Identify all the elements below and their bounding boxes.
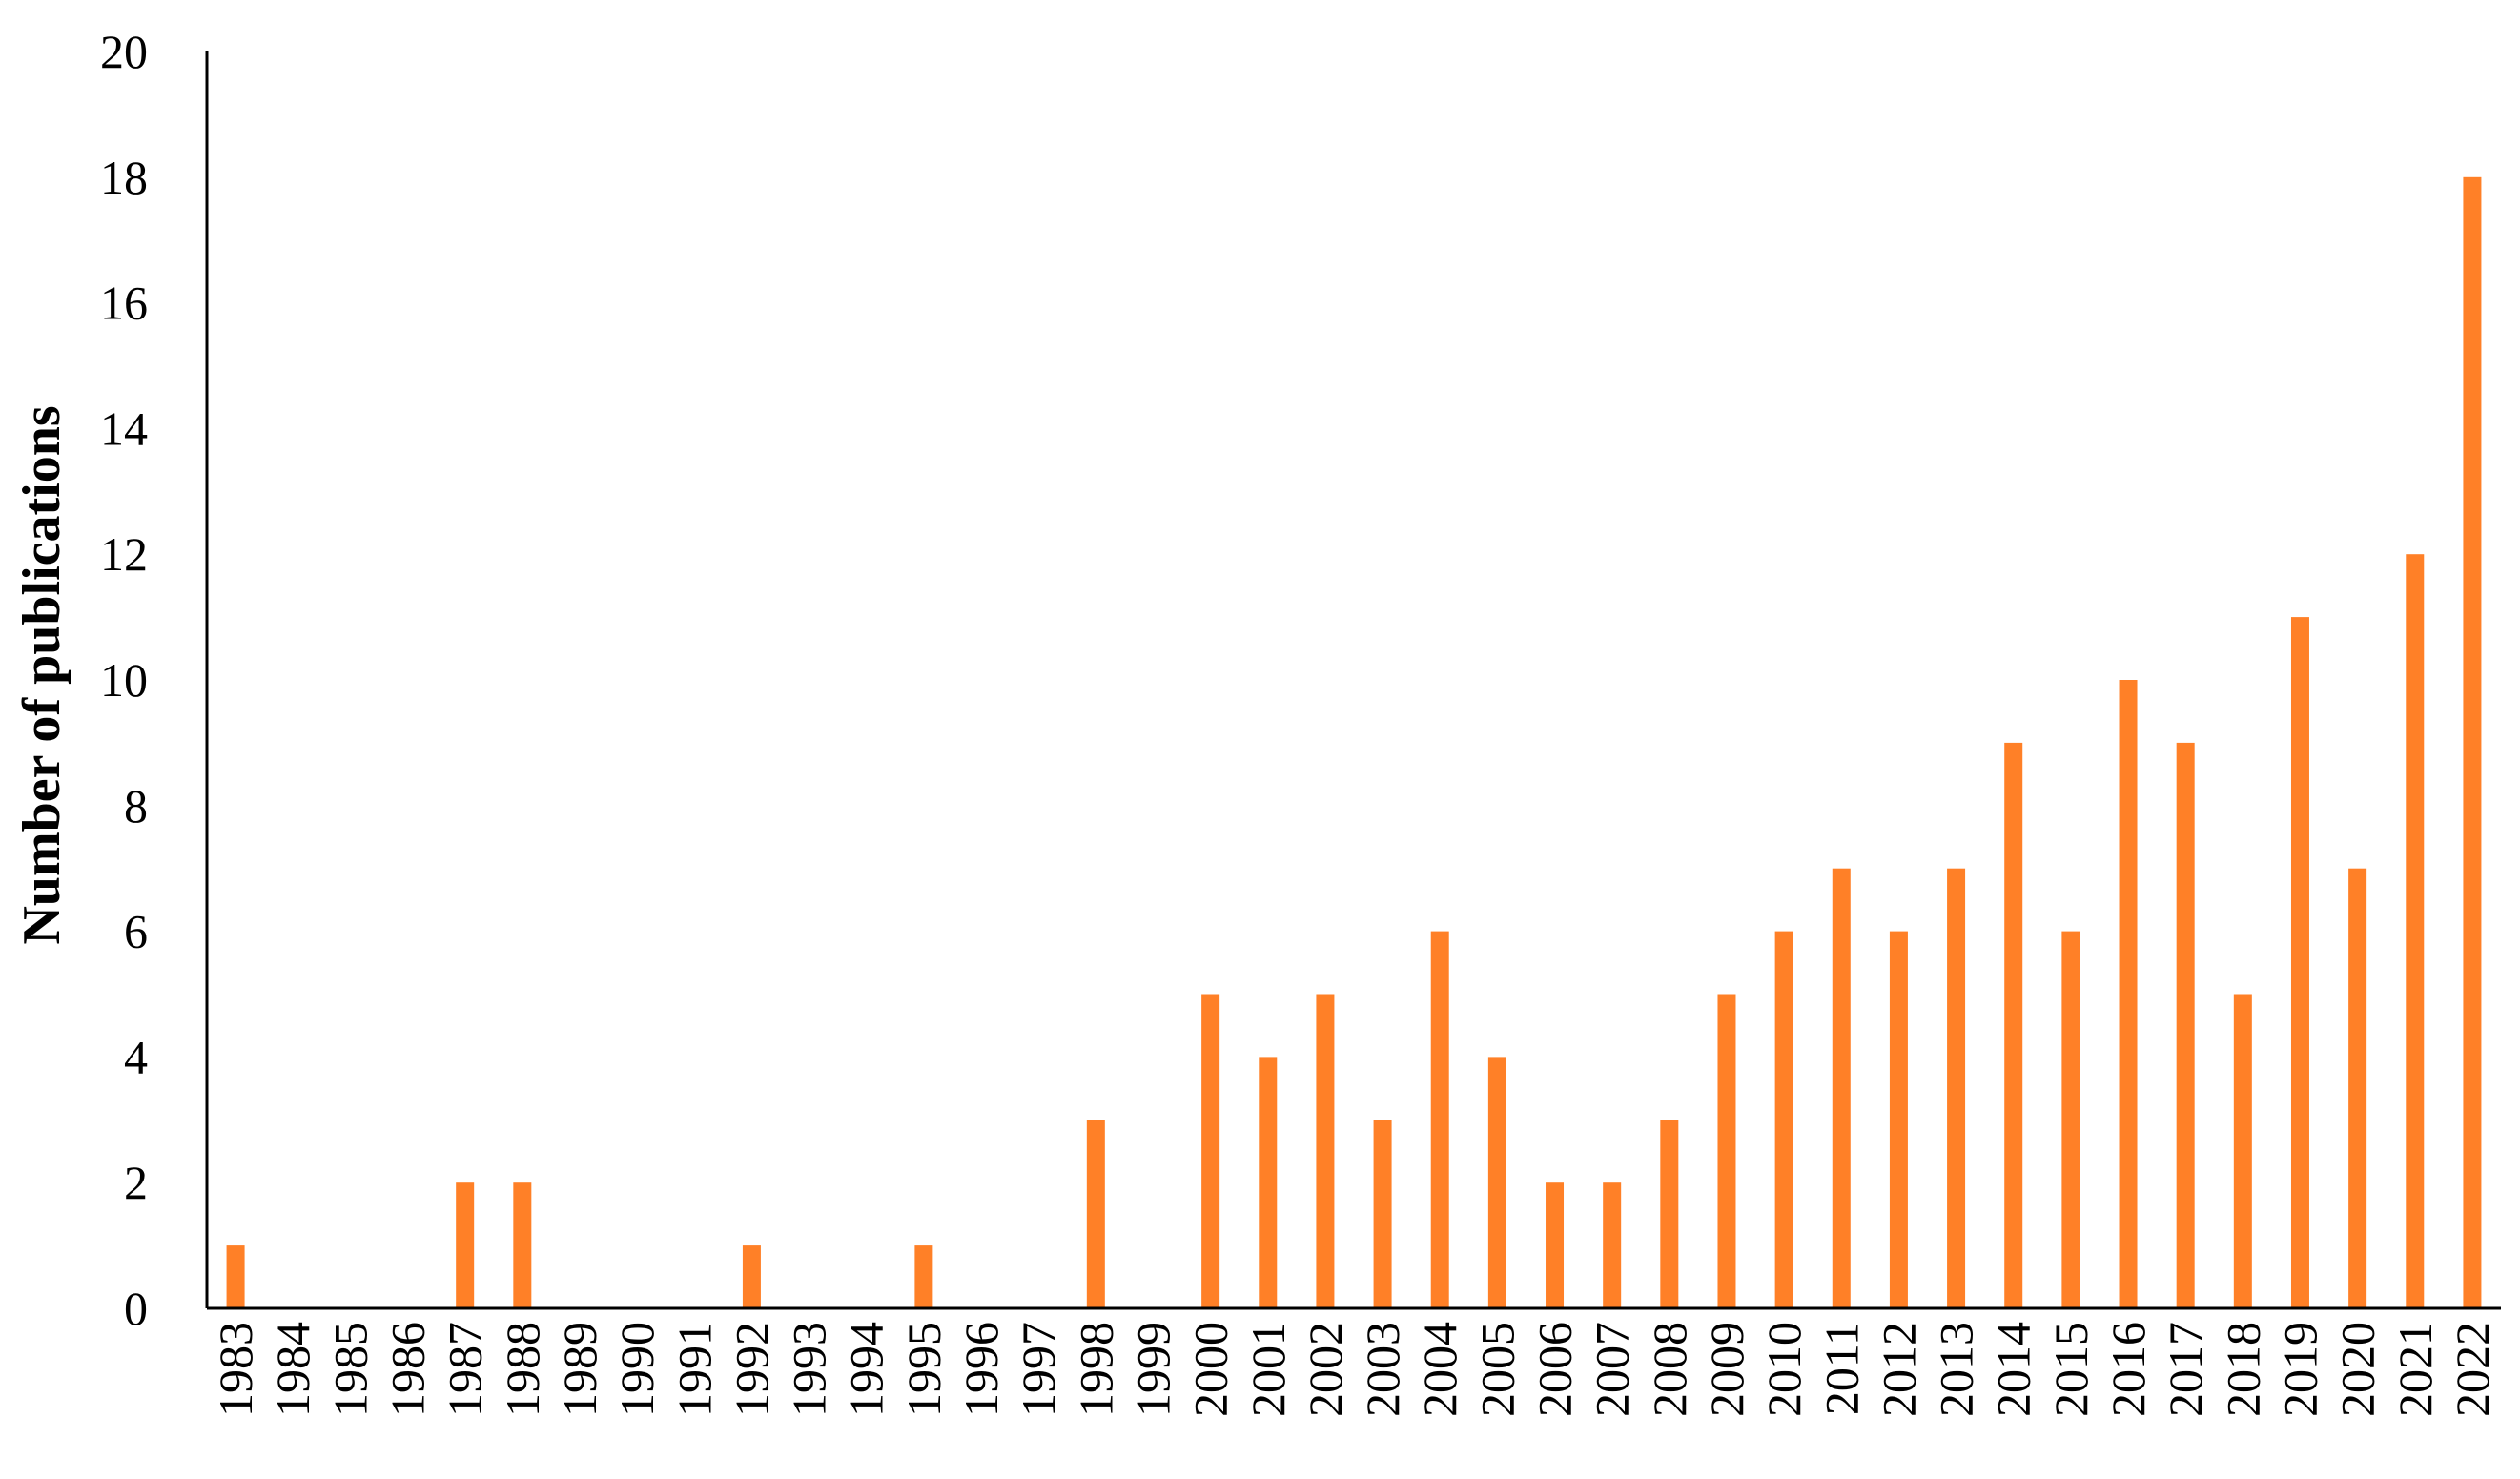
bar: [226, 1245, 245, 1308]
bar: [456, 1182, 475, 1308]
x-tick-label: 2016: [2101, 1322, 2155, 1417]
x-tick-label: 1985: [323, 1322, 377, 1417]
y-tick-label: 8: [124, 779, 148, 832]
y-axis-ticks: 0 2 4 6 8 10 12 14 16 18 20: [100, 25, 148, 1335]
bar: [1889, 931, 1908, 1308]
x-axis-ticks: 1983 1984 1985 1986 1987 1988 1989 1990 1991 1992…: [209, 1322, 2499, 1417]
x-tick-label: 1983: [209, 1322, 262, 1417]
x-tick-label: 2007: [1586, 1322, 1639, 1417]
x-tick-label: 1984: [266, 1322, 319, 1417]
x-tick-label: 2011: [1814, 1322, 1868, 1415]
bar: [1086, 1120, 1105, 1308]
x-tick-label: 1987: [439, 1322, 492, 1417]
bar: [1259, 1057, 1278, 1308]
bar: [2176, 742, 2195, 1308]
x-tick-label: 2006: [1528, 1322, 1582, 1417]
y-tick-label: 6: [124, 905, 148, 958]
x-tick-label: 2019: [2273, 1322, 2326, 1417]
x-tick-label: 2014: [1987, 1322, 2040, 1417]
y-axis-title: Number of publications: [12, 405, 72, 944]
y-tick-label: 14: [100, 401, 148, 455]
bar: [1487, 1057, 1506, 1308]
bar: [2463, 176, 2482, 1308]
x-tick-label: 2009: [1700, 1322, 1753, 1417]
x-tick-label: 1993: [783, 1322, 836, 1417]
bar: [1430, 931, 1449, 1308]
x-tick-label: 2013: [1930, 1322, 1983, 1417]
x-tick-label: 2022: [2446, 1322, 2499, 1417]
bar: [1717, 994, 1736, 1308]
y-tick-label: 2: [124, 1156, 148, 1209]
x-tick-label: 1986: [381, 1322, 435, 1417]
bar: [1774, 931, 1793, 1308]
y-tick-label: 10: [100, 653, 148, 707]
bar: [513, 1182, 532, 1308]
x-tick-label: 2021: [2388, 1322, 2442, 1417]
x-tick-label: 1997: [1012, 1322, 1065, 1417]
x-tick-label: 2020: [2331, 1322, 2385, 1417]
x-tick-label: 2008: [1643, 1322, 1696, 1417]
x-tick-label: 2015: [2044, 1322, 2098, 1417]
y-tick-label: 4: [124, 1030, 148, 1083]
bar: [2061, 931, 2080, 1308]
x-tick-label: 2003: [1356, 1322, 1409, 1417]
x-tick-label: 1990: [610, 1322, 664, 1417]
x-tick-label: 2000: [1184, 1322, 1238, 1417]
x-tick-label: 1995: [897, 1322, 951, 1417]
bar: [2406, 554, 2425, 1308]
bar: [1316, 994, 1335, 1308]
x-tick-label: 1994: [840, 1322, 893, 1417]
x-tick-label: 1988: [496, 1322, 549, 1417]
bar: [1832, 868, 1851, 1308]
x-tick-label: 1996: [954, 1322, 1008, 1417]
bar: [2290, 617, 2309, 1308]
y-tick-label: 0: [124, 1282, 148, 1335]
x-tick-label: 2018: [2216, 1322, 2269, 1417]
x-tick-label: 2012: [1872, 1322, 1925, 1417]
x-tick-label: 2017: [2159, 1322, 2212, 1417]
x-tick-label: 2001: [1241, 1322, 1295, 1417]
x-tick-label: 2005: [1470, 1322, 1524, 1417]
x-tick-label: 1999: [1126, 1322, 1179, 1417]
y-tick-label: 18: [100, 151, 148, 204]
x-tick-label: 1989: [553, 1322, 606, 1417]
y-tick-label: 20: [100, 25, 148, 78]
bar: [1947, 868, 1966, 1308]
x-tick-label: 1998: [1069, 1322, 1122, 1417]
bar: [2004, 742, 2023, 1308]
bar: [742, 1245, 761, 1308]
bar: [2233, 994, 2252, 1308]
bar: [1373, 1120, 1392, 1308]
bar: [1603, 1182, 1622, 1308]
bar: [1201, 994, 1220, 1308]
bars: [226, 176, 2482, 1308]
bar: [2348, 868, 2367, 1308]
bar: [2119, 680, 2138, 1308]
y-tick-label: 16: [100, 277, 148, 330]
x-tick-label: 1992: [725, 1322, 778, 1417]
x-tick-label: 2004: [1413, 1322, 1466, 1417]
bar: [914, 1245, 933, 1308]
x-tick-label: 2002: [1299, 1322, 1352, 1417]
bar: [1546, 1182, 1565, 1308]
x-tick-label: 1991: [667, 1322, 721, 1417]
x-tick-label: 2010: [1757, 1322, 1811, 1417]
y-tick-label: 12: [100, 527, 148, 581]
bar: [1660, 1120, 1679, 1308]
